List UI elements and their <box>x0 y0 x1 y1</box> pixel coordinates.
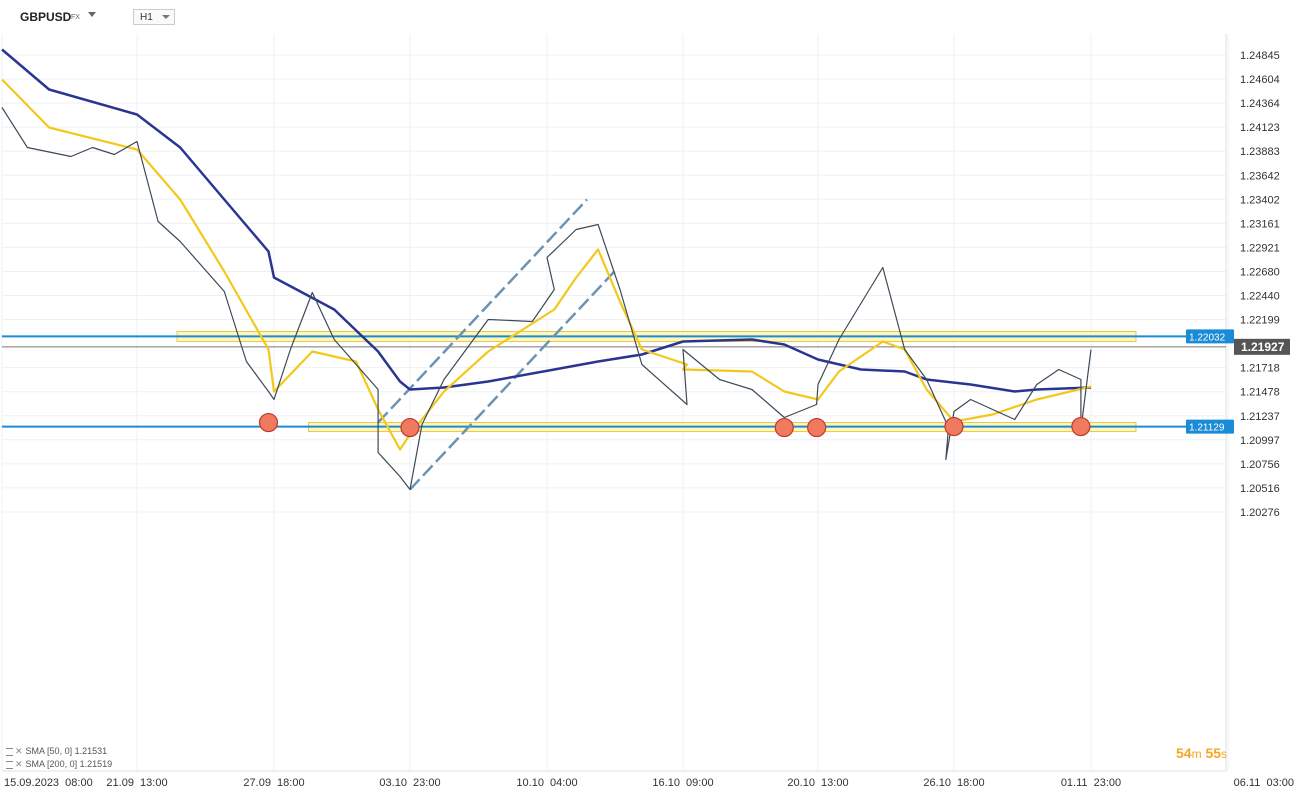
price-line <box>1 107 1092 491</box>
y-tick-label: 1.22199 <box>1240 315 1280 327</box>
legend-label: SMA [50, 0] <box>25 746 73 756</box>
y-tick-label: 1.21718 <box>1240 363 1280 375</box>
symbol-label[interactable]: GBPUSD <box>20 10 72 24</box>
y-tick-label: 1.20997 <box>1240 435 1280 447</box>
x-axis: 15.09.2023 08:00 21.09 13:00 27.09 18:00 03… <box>4 777 1294 789</box>
level-tag-bg <box>1186 329 1234 344</box>
y-axis: 1.24845 1.24604 1.24364 1.24123 1.23883 1.236… <box>1240 50 1280 519</box>
level-tag: 1.22032 <box>1186 329 1234 344</box>
x-tick-label: 15.09.2023 08:00 <box>4 777 93 789</box>
level-tag-label: 1.22032 <box>1189 332 1226 343</box>
y-tick-label: 1.24364 <box>1240 98 1280 110</box>
touch-marker <box>400 417 420 438</box>
y-tick-label: 1.22921 <box>1240 242 1280 254</box>
chevron-down-icon <box>162 15 170 19</box>
channel-line <box>409 268 618 491</box>
current-price-tag-bg <box>1234 338 1290 355</box>
touch-marker <box>774 417 794 438</box>
horizontal-levels <box>2 335 1226 428</box>
channel-line <box>377 198 588 424</box>
y-tick-label: 1.22680 <box>1240 266 1280 278</box>
x-tick-label: 01.11 23:00 <box>1061 777 1121 789</box>
y-tick-label: 1.20756 <box>1240 459 1280 471</box>
legend-label: SMA [200, 0] <box>25 759 78 769</box>
close-icon[interactable]: ✕ <box>15 759 23 769</box>
price-series <box>1 107 1092 491</box>
chart-grid <box>1 34 1229 772</box>
x-tick-label: 20.10 13:00 <box>787 777 848 789</box>
y-tick-label: 1.20276 <box>1240 507 1280 519</box>
touch-marker <box>1071 416 1091 437</box>
level-tag: 1.21129 <box>1186 419 1234 434</box>
price-tags: 1.22032 1.21129 1.21927 <box>1186 329 1290 434</box>
touch-marker <box>258 412 279 433</box>
timer-minutes: 54 <box>1176 745 1192 761</box>
symbol-type-label: FX <box>71 14 80 21</box>
x-tick-label: 10.10 04:00 <box>516 777 577 789</box>
timer-seconds-unit: s <box>1221 747 1228 761</box>
level-tag-bg <box>1186 419 1234 434</box>
y-tick-label: 1.23161 <box>1240 218 1280 230</box>
symbol-dropdown-icon[interactable] <box>88 12 96 17</box>
y-tick-label: 1.23642 <box>1240 170 1280 182</box>
channel-lines <box>377 198 618 491</box>
y-tick-label: 1.24845 <box>1240 50 1280 62</box>
current-price-tag-label: 1.21927 <box>1241 340 1285 354</box>
y-tick-label: 1.24123 <box>1240 122 1280 134</box>
touch-marker <box>807 417 827 438</box>
legend-sma-50: ✕ SMA [50, 0] 1.21531 <box>6 746 107 757</box>
y-tick-label: 1.23883 <box>1240 146 1280 158</box>
x-tick-label: 27.09 18:00 <box>243 777 304 789</box>
y-tick-label: 1.21478 <box>1240 387 1280 399</box>
candle-countdown: 54m 55s <box>1176 745 1227 761</box>
chart-header: GBPUSD FX H1 <box>0 0 1302 34</box>
y-tick-label: 1.23402 <box>1240 194 1280 206</box>
y-tick-label: 1.20516 <box>1240 483 1280 495</box>
timeframe-select[interactable]: H1 <box>133 9 175 25</box>
sma-50-line <box>1 78 1092 451</box>
current-price-tag: 1.21927 <box>1234 338 1290 355</box>
y-tick-label: 1.24604 <box>1240 74 1280 86</box>
sma-50-series <box>1 78 1092 451</box>
touch-marker <box>944 416 964 437</box>
y-tick-label: 1.21237 <box>1240 411 1280 423</box>
legend-value: 1.21519 <box>79 759 113 769</box>
legend-sma-200: ✕ SMA [200, 0] 1.21519 <box>6 759 112 770</box>
x-tick-label: 03.10 23:00 <box>379 777 440 789</box>
x-tick-label: 16.10 09:00 <box>652 777 713 789</box>
touch-markers <box>258 412 1091 438</box>
drag-handle-icon[interactable] <box>6 747 13 756</box>
x-tick-label: 26.10 18:00 <box>923 777 984 789</box>
drag-handle-icon[interactable] <box>6 760 13 769</box>
timeframe-value: H1 <box>140 12 153 23</box>
close-icon[interactable]: ✕ <box>15 746 23 756</box>
level-tag-label: 1.21129 <box>1189 423 1225 434</box>
x-tick-label: 21.09 13:00 <box>106 777 167 789</box>
y-tick-label: 1.22440 <box>1240 291 1280 303</box>
x-tick-label: 06.11 03:00 <box>1234 777 1294 789</box>
timer-minutes-unit: m <box>1191 747 1202 761</box>
legend-value: 1.21531 <box>74 746 108 756</box>
timer-seconds: 55 <box>1205 745 1222 761</box>
